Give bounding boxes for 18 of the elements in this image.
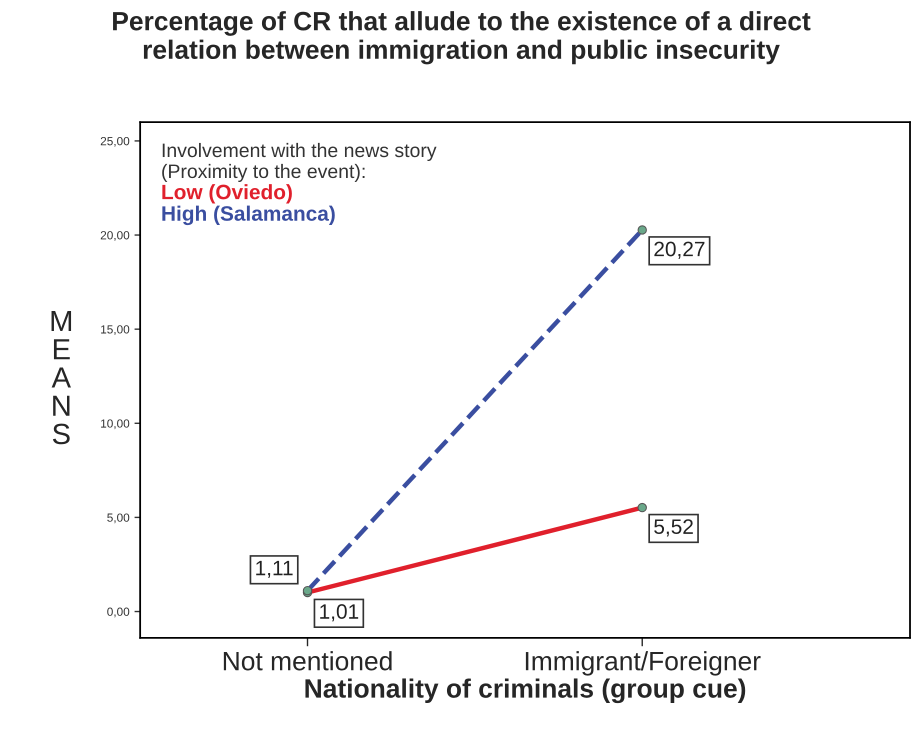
legend-title: Involvement with the news story (Proximity to the event): xyxy=(162,142,437,182)
text: Low (Oviedo) xyxy=(162,184,292,204)
data-label: 1,01 xyxy=(320,604,358,622)
data-label: 20,27 xyxy=(654,242,704,259)
y-axis-title: MEANS xyxy=(52,310,72,444)
y-tick-label: 15,00 xyxy=(101,325,130,335)
text: High (Salamanca) xyxy=(162,206,335,226)
chart-title: Percentage of CR that allude to the existence of a direct relation between immigration and public insecurity xyxy=(113,11,810,64)
x-tick-label: Not mentioned xyxy=(224,651,392,670)
data-label: 5,52 xyxy=(654,519,693,536)
y-tick-label: 5,00 xyxy=(107,513,130,524)
y-tick-label: 20,00 xyxy=(100,231,130,241)
data-label: 1,11 xyxy=(256,560,293,578)
x-tick-label: Immigrant/Foreigner xyxy=(526,651,761,676)
y-tick-label: 25,00 xyxy=(100,136,130,147)
y-tick-label: 0,00 xyxy=(107,608,130,618)
x-axis-title: Nationality of criminals (group cue) xyxy=(305,678,746,704)
y-tick-label: 10,00 xyxy=(101,419,130,430)
